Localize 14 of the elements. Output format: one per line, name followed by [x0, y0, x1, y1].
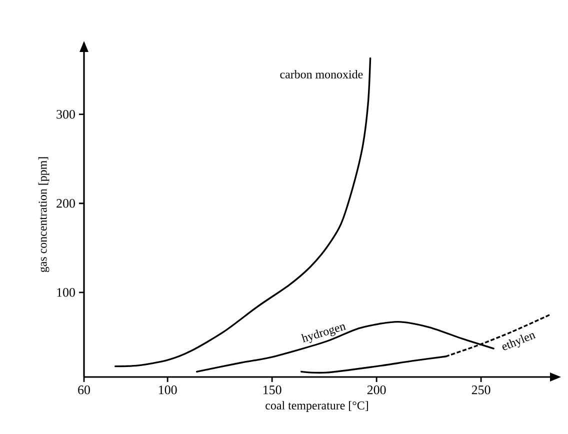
series-label: carbon monoxide: [280, 70, 363, 78]
x-tick-label: 200: [367, 386, 386, 394]
x-tick-label: 100: [159, 386, 177, 394]
x-tick-label: 250: [472, 386, 490, 394]
x-axis-title: coal temperature [°C]: [266, 401, 368, 412]
y-axis-title: gas concentration [ppm]: [38, 157, 50, 272]
y-tick-label: 300: [56, 110, 75, 119]
text: hydrogen: [300, 324, 346, 343]
text: ethylen: [502, 333, 536, 350]
x-tick-label: 60: [78, 386, 90, 394]
x-tick-label: 150: [264, 386, 282, 394]
y-tick-label: 200: [56, 199, 75, 208]
line-series: [114, 57, 372, 368]
y-tick-label: 100: [57, 288, 75, 297]
